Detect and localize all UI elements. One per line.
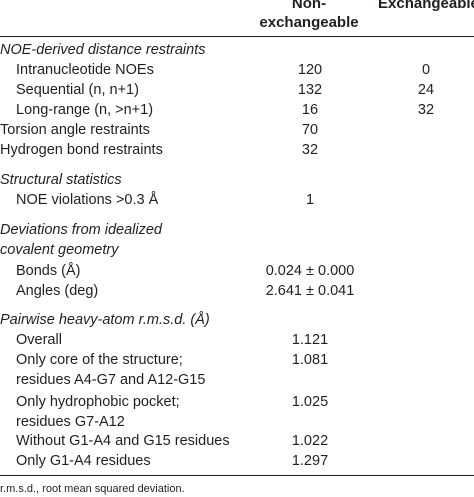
table-row: Only hydrophobic pocket; 1.025	[0, 392, 474, 412]
table-row: Overall 1.121	[0, 330, 474, 350]
row-label: NOE violations >0.3 Å	[16, 192, 159, 208]
row-label: Bonds (Å)	[16, 263, 81, 279]
nonexchangeable-value: 132	[297, 82, 323, 98]
header-nonexchangeable-line1: Non-	[291, 0, 327, 12]
row-label: Sequential (n, n+1)	[16, 82, 139, 98]
table-row: Bonds (Å) 0.024 ± 0.000	[0, 261, 474, 281]
table-row: Sequential (n, n+1) 132 24	[0, 80, 474, 100]
header-exchangeable: Exchangeable	[378, 0, 474, 12]
nonexchangeable-value: 1.022	[291, 433, 329, 449]
row-label: Only hydrophobic pocket;	[16, 394, 180, 410]
table-row: Only core of the structure; 1.081	[0, 350, 474, 370]
nonexchangeable-value: 1.121	[291, 332, 329, 348]
section-heading: Pairwise heavy-atom r.m.s.d. (Å)	[0, 312, 210, 328]
nonexchangeable-value: 120	[297, 62, 323, 78]
nonexchangeable-value: 1.025	[291, 394, 329, 410]
exchangeable-value: 32	[417, 102, 435, 118]
row-label: residues A4-G7 and A12-G15	[16, 372, 206, 388]
table-row: Angles (deg) 2.641 ± 0.041	[0, 281, 474, 301]
header-rule	[0, 36, 474, 37]
row-label: Torsion angle restraints	[0, 122, 150, 138]
row-label: Angles (deg)	[16, 283, 99, 299]
table-row: NOE violations >0.3 Å 1	[0, 190, 474, 210]
table-row: NOE-derived distance restraints	[0, 40, 474, 60]
table-row: residues G7-A12	[0, 412, 474, 432]
table-row: Intranucleotide NOEs 120 0	[0, 60, 474, 80]
exchangeable-value: 24	[417, 82, 435, 98]
row-label: Overall	[16, 332, 62, 348]
row-label: Hydrogen bond restraints	[0, 142, 163, 158]
row-label: Only G1-A4 residues	[16, 453, 151, 469]
table-row: Without G1-A4 and G15 residues 1.022	[0, 431, 474, 451]
footnote: r.m.s.d., root mean squared deviation.	[0, 483, 185, 495]
row-label: Long-range (n, >n+1)	[16, 102, 154, 118]
section-heading: Deviations from idealized	[0, 222, 162, 238]
row-label: Only core of the structure;	[16, 352, 183, 368]
header-nonexchangeable-line2: exchangeable	[259, 14, 359, 31]
section-heading: Structural statistics	[0, 172, 122, 188]
row-label: Intranucleotide NOEs	[16, 62, 154, 78]
table-row: Only G1-A4 residues 1.297	[0, 451, 474, 471]
exchangeable-value: 0	[421, 62, 431, 78]
bottom-rule	[0, 475, 474, 476]
row-label: Without G1-A4 and G15 residues	[16, 433, 230, 449]
table-row: Deviations from idealized	[0, 220, 474, 240]
section-heading: covalent geometry	[0, 242, 119, 258]
table-row: Torsion angle restraints 70	[0, 120, 474, 140]
nonexchangeable-value: 70	[301, 122, 319, 138]
row-label: residues G7-A12	[16, 414, 125, 430]
table-row: Pairwise heavy-atom r.m.s.d. (Å)	[0, 310, 474, 330]
nonexchangeable-value: 32	[301, 142, 319, 158]
table-row: residues A4-G7 and A12-G15	[0, 370, 474, 390]
nonexchangeable-value: 1.297	[291, 453, 329, 469]
nonexchangeable-value: 0.024 ± 0.000	[265, 263, 355, 279]
nonexchangeable-value: 16	[301, 102, 319, 118]
nonexchangeable-value: 2.641 ± 0.041	[265, 283, 355, 299]
nonexchangeable-value: 1	[305, 192, 315, 208]
nonexchangeable-value: 1.081	[291, 352, 329, 368]
table-row: Long-range (n, >n+1) 16 32	[0, 100, 474, 120]
table-row: Structural statistics	[0, 170, 474, 190]
table-row: covalent geometry	[0, 240, 474, 260]
section-heading: NOE-derived distance restraints	[0, 42, 206, 58]
header-nonexchangeable: Non- exchangeable	[238, 0, 380, 32]
table-row: Hydrogen bond restraints 32	[0, 140, 474, 160]
